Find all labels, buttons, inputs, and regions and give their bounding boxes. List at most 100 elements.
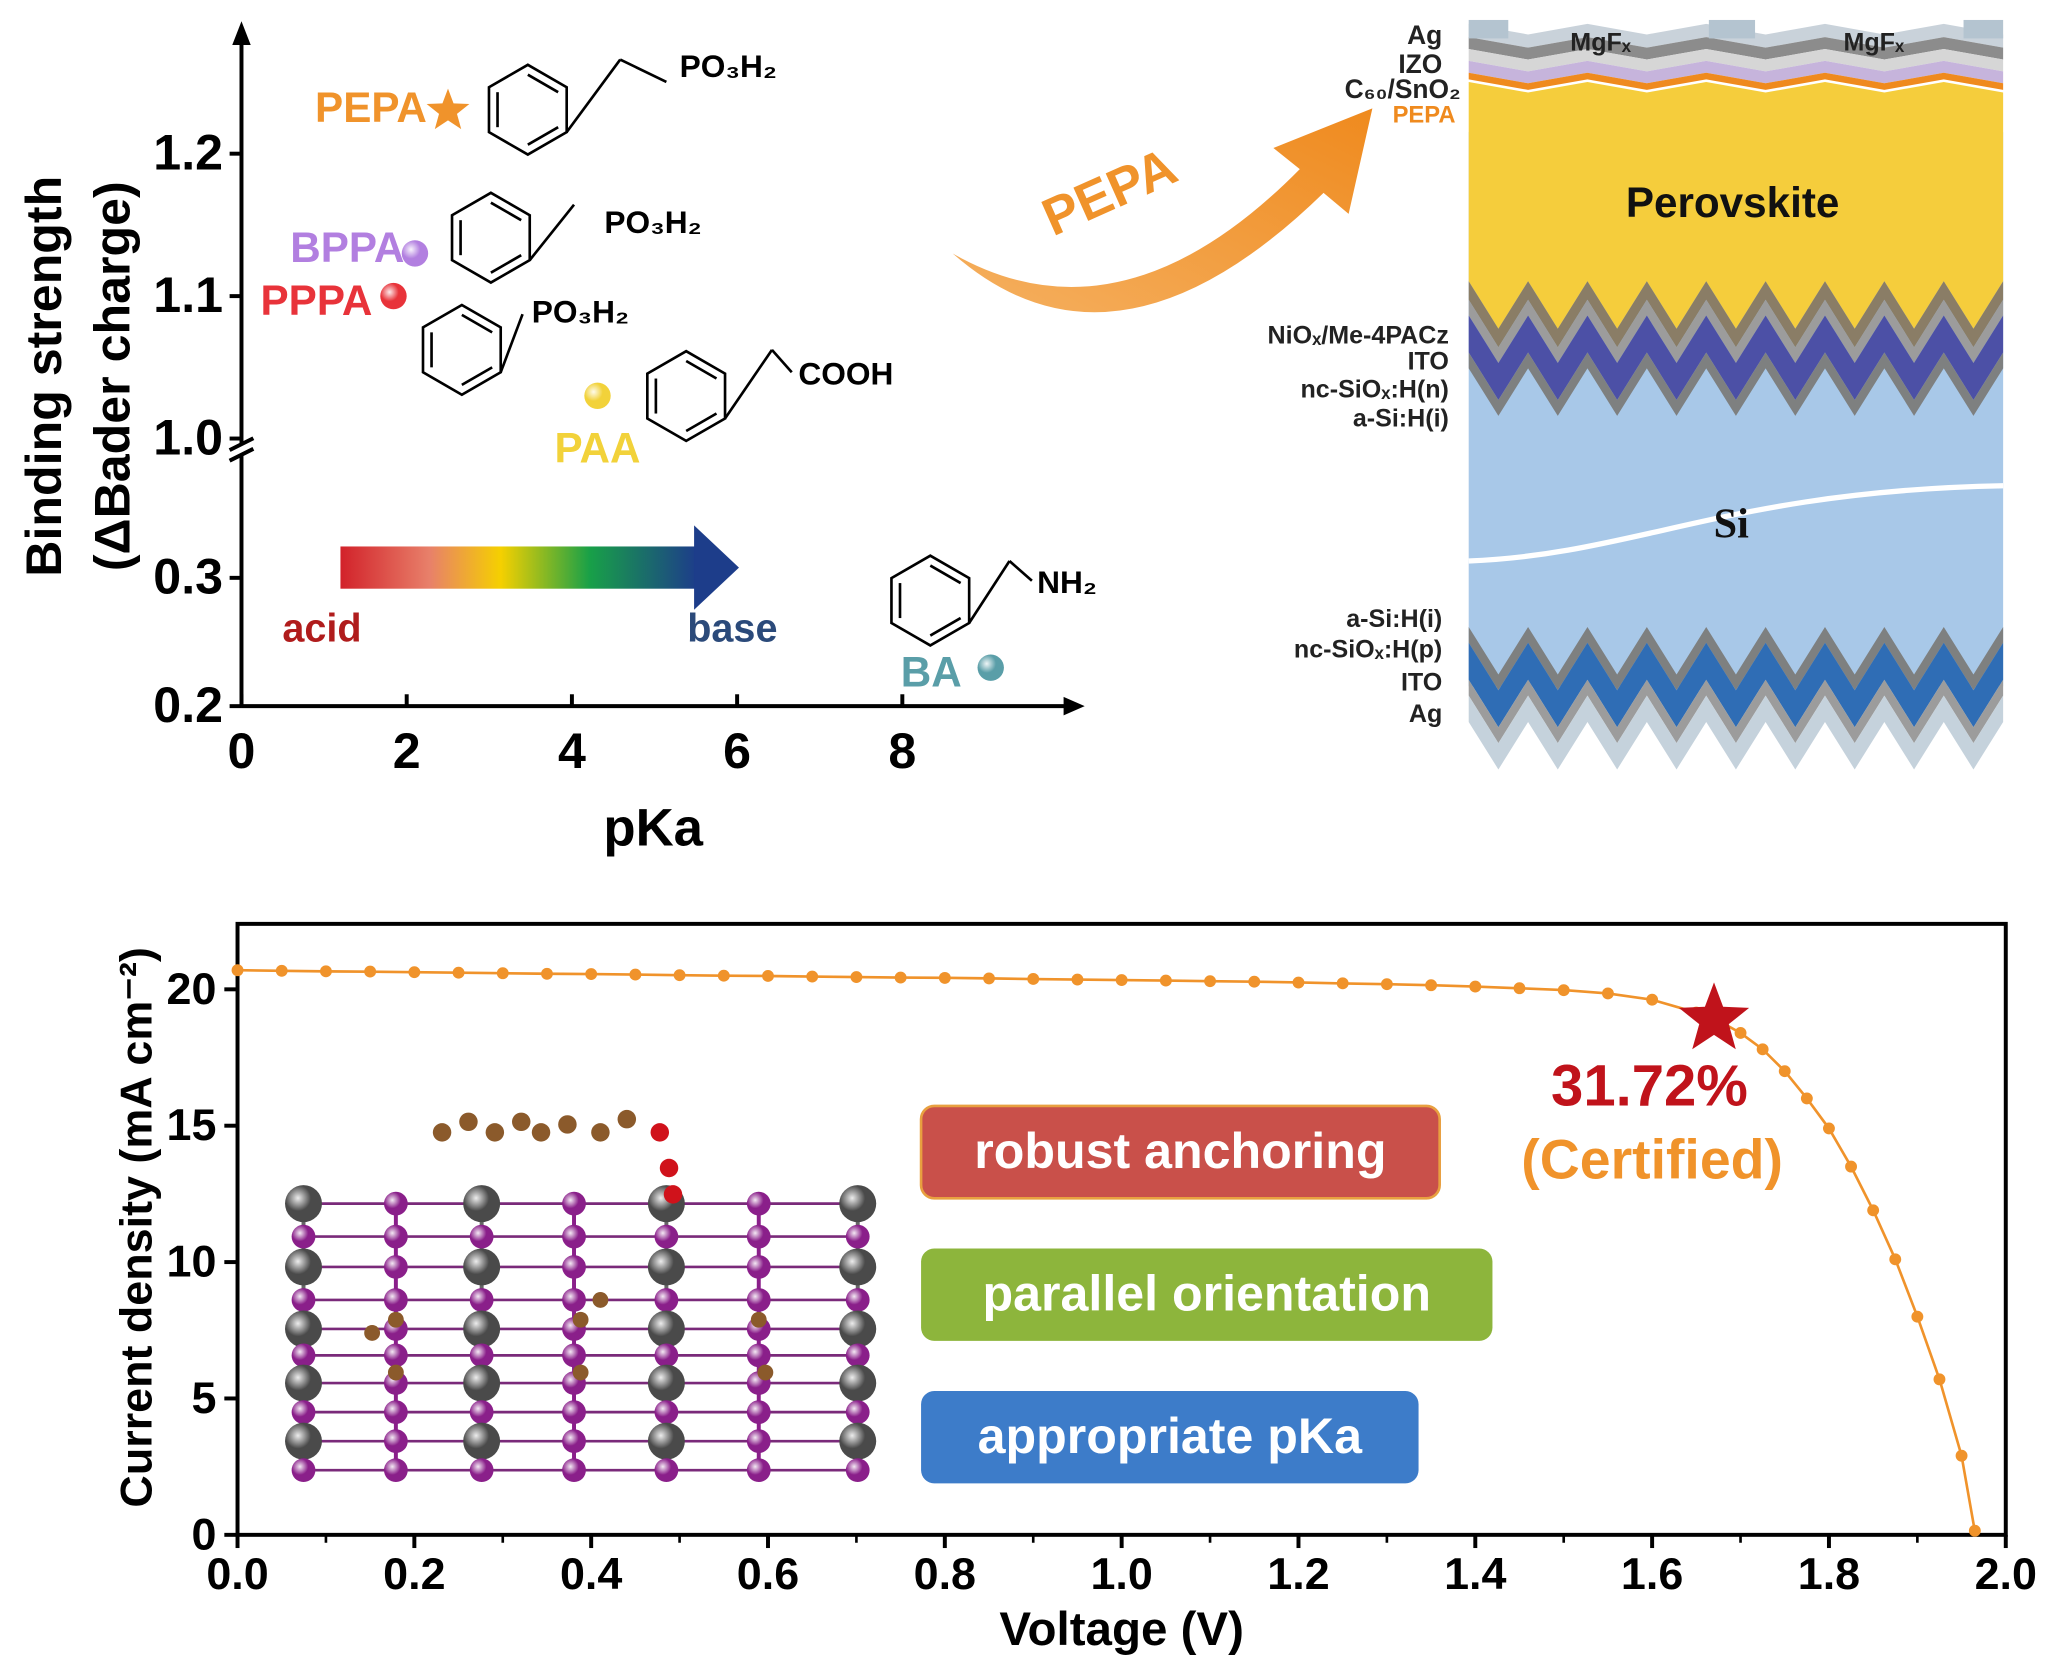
x-tick-label: 2 (393, 723, 421, 779)
axis-break (228, 447, 255, 463)
atom-shine (746, 1400, 771, 1424)
cation-atom (387, 1311, 404, 1328)
cation-atom (387, 1364, 404, 1381)
point-label: PEPA (315, 84, 427, 131)
point-label: PPPA (261, 277, 373, 324)
si-label: Si (1714, 501, 1749, 548)
molecule-atom (650, 1123, 670, 1142)
atom-shine (384, 1255, 408, 1279)
rear-stack-layer (1468, 642, 2004, 728)
hole-stack-layer (1468, 352, 2004, 416)
benzene-bond (685, 412, 718, 433)
jv-point (1292, 976, 1305, 989)
feature-box (919, 1104, 1441, 1200)
chain-bond (499, 313, 524, 373)
si-wafer-line (1468, 483, 2004, 564)
y-tick-label: 15 (167, 1099, 217, 1150)
chain-bond (1008, 559, 1033, 582)
y-axis-title: Binding strength (16, 176, 72, 577)
jv-point (1889, 1253, 1902, 1266)
gradient-end: base (687, 606, 777, 650)
chain-bond (565, 58, 622, 133)
jv-point (1204, 975, 1216, 988)
hole-stack-layer (1468, 315, 2004, 400)
x-tick-label: 4 (558, 723, 586, 779)
atom-shine (839, 1364, 877, 1402)
layer-label: C₆₀/SnO₂ (1345, 74, 1461, 104)
layer-label: a-Si:H(i) (1353, 404, 1449, 432)
jv-point (275, 964, 288, 977)
atom-shine (654, 1458, 679, 1483)
atom-shine (469, 1288, 494, 1312)
x-tick-label: 1.8 (1798, 1548, 1860, 1599)
sphere-shine (584, 382, 611, 410)
jv-point (585, 968, 598, 980)
atom-shine (463, 1248, 501, 1286)
chain-bond (770, 348, 793, 374)
molecule-atom (459, 1112, 478, 1132)
x-tick-label: 1.0 (1090, 1548, 1152, 1599)
cation-atom (757, 1364, 774, 1381)
acid-base-bar (340, 546, 697, 589)
atom-shine (463, 1310, 501, 1348)
jv-point (364, 965, 377, 978)
y-tick-label: 0 (191, 1508, 216, 1559)
axis-arrow (1063, 696, 1085, 716)
jv-point (541, 967, 553, 980)
x-axis-title: Voltage (V) (999, 1603, 1244, 1656)
atom-shine (384, 1288, 408, 1312)
benzene-bond (527, 73, 559, 94)
atom-shine (647, 1310, 685, 1348)
x-tick-label: 1.6 (1621, 1548, 1683, 1599)
y-tick-label: 1.0 (153, 409, 223, 465)
layer-label: NiOₓ/Me-4PACz (1268, 321, 1449, 349)
benzene-bond (929, 616, 962, 637)
molecule-atom (485, 1123, 505, 1142)
feature-label: robust anchoring (974, 1123, 1386, 1179)
point-label: BA (901, 649, 962, 696)
jv-point (1115, 974, 1128, 986)
jv-point (1159, 974, 1172, 987)
atom-shine (562, 1255, 586, 1279)
jv-point (894, 971, 907, 984)
jv-point (452, 966, 465, 979)
chain-bond (723, 349, 774, 420)
layer-label: nc-SiOₓ:H(n) (1301, 375, 1449, 403)
atom-shine (839, 1310, 877, 1348)
jv-point (1380, 978, 1393, 991)
jv-point (320, 965, 332, 978)
feature-label: appropriate pKa (978, 1408, 1363, 1464)
atom-shine (647, 1364, 685, 1402)
sphere-shine (401, 240, 429, 267)
atom-shine (845, 1224, 870, 1249)
atom-shine (746, 1429, 771, 1454)
atom-shine (291, 1224, 316, 1249)
x-tick-label: 1.4 (1444, 1548, 1506, 1599)
jv-point (1867, 1204, 1880, 1217)
atom-shine (463, 1364, 501, 1402)
hole-stack-layer (1468, 299, 2004, 364)
jv-point (850, 971, 863, 983)
rear-stack-layer (1468, 695, 2004, 770)
jv-point (1425, 979, 1438, 992)
point-label: BPPA (290, 224, 404, 271)
jv-point (1800, 1092, 1813, 1105)
structure-label: PO₃H₂ (532, 294, 629, 330)
benzene-ring (450, 191, 532, 285)
jv-point (673, 969, 686, 982)
atom-shine (384, 1343, 408, 1368)
atom-shine (562, 1343, 586, 1368)
acid-base-head (694, 525, 739, 610)
molecule-atom (591, 1123, 610, 1142)
atom-shine (845, 1288, 870, 1312)
atom-shine (469, 1458, 494, 1483)
top-stack-layer (1468, 60, 2004, 84)
jv-point (231, 964, 244, 977)
jv-point (1071, 973, 1084, 986)
feature-label: parallel orientation (983, 1266, 1431, 1322)
x-tick-label: 2.0 (1975, 1548, 2037, 1599)
atom-shine (845, 1458, 870, 1483)
atom-shine (285, 1422, 322, 1460)
jv-point (1845, 1160, 1857, 1173)
